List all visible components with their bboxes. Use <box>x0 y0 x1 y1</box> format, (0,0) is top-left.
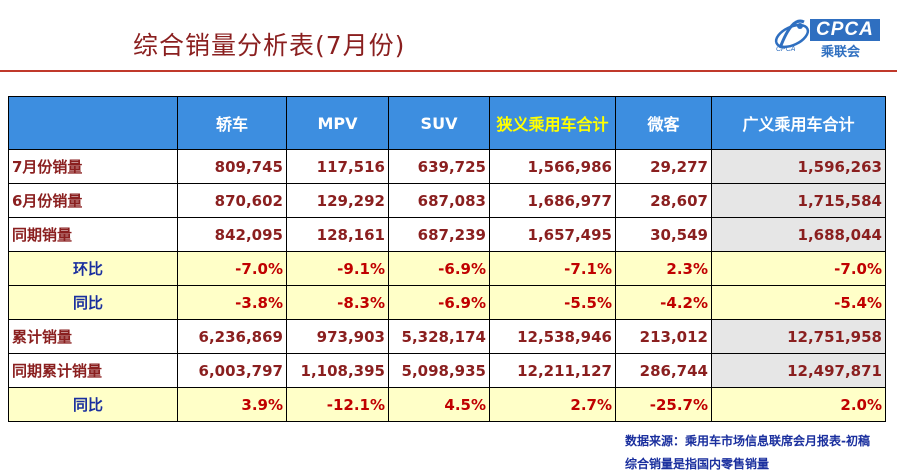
row-label: 7月份销量 <box>8 149 178 184</box>
page-title: 综合销量分析表(7月份) <box>133 31 406 60</box>
table-cell: 870,602 <box>177 183 287 218</box>
table-cell: -6.9% <box>388 285 490 320</box>
table-row: 同期累计销量 6,003,797 1,108,395 5,098,935 12,… <box>8 353 886 388</box>
table-cell: 29,277 <box>615 149 712 184</box>
table-cell: -8.3% <box>286 285 389 320</box>
table-cell: -5.4% <box>711 285 886 320</box>
table-cell: -6.9% <box>388 251 490 286</box>
cpca-swoosh-icon <box>774 19 810 49</box>
row-label: 同期累计销量 <box>8 353 178 388</box>
row-label: 同比 <box>8 387 178 422</box>
table-cell: 1,566,986 <box>489 149 616 184</box>
table-cell: 129,292 <box>286 183 389 218</box>
table-cell: -7.0% <box>711 251 886 286</box>
table-row: 6月份销量 870,602 129,292 687,083 1,686,977 … <box>8 183 886 218</box>
table-row: 同比 -3.8% -8.3% -6.9% -5.5% -4.2% -5.4% <box>8 285 886 320</box>
table-cell: 1,596,263 <box>711 149 886 184</box>
table-cell: 2.0% <box>711 387 886 422</box>
table-cell: 2.7% <box>489 387 616 422</box>
table-cell: -4.2% <box>615 285 712 320</box>
table-cell: 12,497,871 <box>711 353 886 388</box>
table-row: 7月份销量 809,745 117,516 639,725 1,566,986 … <box>8 149 886 184</box>
table-cell: 12,538,946 <box>489 319 616 354</box>
table-cell: 28,607 <box>615 183 712 218</box>
table-cell: -25.7% <box>615 387 712 422</box>
header-broad-total: 广义乘用车合计 <box>711 96 886 150</box>
header-minivan: 微客 <box>615 96 712 150</box>
header-suv: SUV <box>388 96 490 150</box>
table-cell: -5.5% <box>489 285 616 320</box>
table-cell: -7.1% <box>489 251 616 286</box>
table-cell: -7.0% <box>177 251 287 286</box>
table-cell: 1,688,044 <box>711 217 886 252</box>
cpca-logo: CPCA 乘联会 CPCA <box>770 10 890 60</box>
table-cell: 1,715,584 <box>711 183 886 218</box>
table-cell: 639,725 <box>388 149 490 184</box>
row-label: 6月份销量 <box>8 183 178 218</box>
table-cell: 286,744 <box>615 353 712 388</box>
source-footnote: 数据来源：乘用车市场信息联席会月报表-初稿 <box>625 434 870 448</box>
logo-brand: CPCA <box>810 19 880 41</box>
table-cell: 5,328,174 <box>388 319 490 354</box>
table-cell: 3.9% <box>177 387 287 422</box>
header-mpv: MPV <box>286 96 389 150</box>
table-cell: 4.5% <box>388 387 490 422</box>
header-sedan: 轿车 <box>177 96 287 150</box>
table-row: 同期销量 842,095 128,161 687,239 1,657,495 3… <box>8 217 886 252</box>
table-cell: 213,012 <box>615 319 712 354</box>
table-row: 累计销量 6,236,869 973,903 5,328,174 12,538,… <box>8 319 886 354</box>
row-label: 同比 <box>8 285 178 320</box>
table-cell: 687,239 <box>388 217 490 252</box>
table-cell: -9.1% <box>286 251 389 286</box>
table-cell: 128,161 <box>286 217 389 252</box>
table-header-row: 轿车 MPV SUV 狭义乘用车合计 微客 广义乘用车合计 <box>8 96 886 150</box>
table-cell: 12,751,958 <box>711 319 886 354</box>
table-cell: 6,003,797 <box>177 353 287 388</box>
table-cell: 1,108,395 <box>286 353 389 388</box>
table-cell: 973,903 <box>286 319 389 354</box>
table-cell: 2.3% <box>615 251 712 286</box>
table-row: 环比 -7.0% -9.1% -6.9% -7.1% 2.3% -7.0% <box>8 251 886 286</box>
table-cell: 842,095 <box>177 217 287 252</box>
sales-table: 轿车 MPV SUV 狭义乘用车合计 微客 广义乘用车合计 7月份销量 809,… <box>8 96 886 422</box>
row-label: 环比 <box>8 251 178 286</box>
table-cell: 687,083 <box>388 183 490 218</box>
table-cell: 1,686,977 <box>489 183 616 218</box>
header-empty <box>8 96 178 150</box>
header-narrow-total: 狭义乘用车合计 <box>489 96 616 150</box>
row-label: 累计销量 <box>8 319 178 354</box>
table-cell: 5,098,935 <box>388 353 490 388</box>
table-row: 同比 3.9% -12.1% 4.5% 2.7% -25.7% 2.0% <box>8 387 886 422</box>
title-divider <box>0 70 897 72</box>
row-label: 同期销量 <box>8 217 178 252</box>
table-cell: 6,236,869 <box>177 319 287 354</box>
table-cell: 809,745 <box>177 149 287 184</box>
table-cell: 1,657,495 <box>489 217 616 252</box>
table-cell: -3.8% <box>177 285 287 320</box>
table-cell: -12.1% <box>286 387 389 422</box>
table-cell: 30,549 <box>615 217 712 252</box>
table-cell: 12,211,127 <box>489 353 616 388</box>
definition-footnote: 综合销量是指国内零售销量 <box>625 457 770 471</box>
logo-mini-text: CPCA <box>776 46 796 53</box>
logo-cn-name: 乘联会 <box>821 45 861 60</box>
table-cell: 117,516 <box>286 149 389 184</box>
